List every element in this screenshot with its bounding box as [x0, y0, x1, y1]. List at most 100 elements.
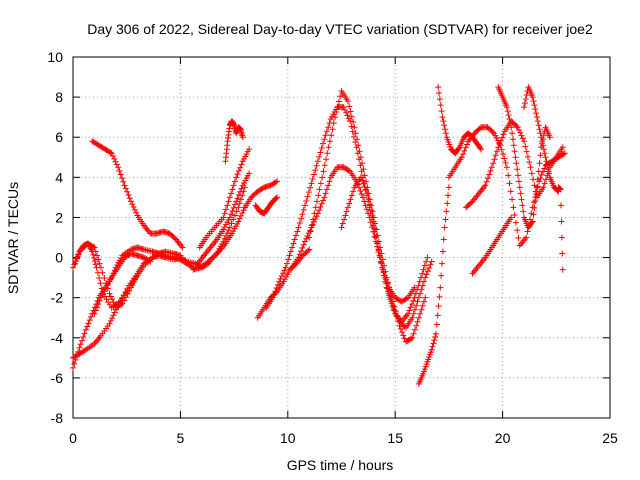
- data-point: [362, 187, 369, 194]
- data-point: [538, 134, 545, 141]
- data-point: [81, 347, 88, 354]
- data-point: [272, 179, 279, 186]
- data-point: [313, 213, 320, 220]
- data-point: [240, 207, 247, 214]
- data-point: [94, 269, 101, 276]
- data-point: [308, 224, 315, 231]
- data-point: [312, 216, 319, 223]
- data-point: [527, 164, 534, 171]
- data-point: [116, 167, 123, 174]
- data-point: [361, 183, 368, 190]
- data-point: [487, 167, 494, 174]
- data-point: [359, 194, 366, 201]
- data-point: [315, 192, 322, 199]
- data-point: [541, 165, 548, 172]
- y-tick-label: 6: [55, 129, 63, 145]
- data-point: [460, 151, 467, 158]
- series-track-5: [89, 138, 186, 251]
- data-point: [539, 138, 546, 145]
- data-point: [536, 160, 543, 167]
- data-point: [131, 206, 138, 213]
- data-point: [560, 151, 567, 158]
- data-point: [515, 127, 522, 134]
- data-point: [368, 207, 375, 214]
- data-point: [147, 258, 154, 265]
- data-point: [419, 302, 426, 309]
- data-point: [375, 247, 382, 254]
- y-tick-label: -8: [51, 410, 64, 426]
- data-point: [403, 295, 410, 302]
- data-point: [72, 356, 79, 363]
- data-point: [522, 96, 529, 103]
- data-point: [360, 180, 367, 187]
- data-point: [109, 315, 116, 322]
- data-point: [435, 84, 442, 91]
- data-point: [411, 306, 418, 313]
- data-point: [325, 124, 332, 131]
- data-point: [298, 215, 305, 222]
- data-point: [478, 146, 485, 153]
- data-point: [287, 248, 294, 255]
- data-point: [120, 292, 127, 299]
- data-point: [343, 109, 350, 116]
- data-point: [113, 161, 120, 168]
- data-point: [225, 227, 232, 234]
- data-point: [511, 212, 518, 219]
- data-point: [514, 166, 521, 173]
- y-tick-label: 8: [55, 89, 63, 105]
- series-track-9: [196, 146, 253, 251]
- data-point: [370, 228, 377, 235]
- y-tick-label: 0: [55, 250, 63, 266]
- data-point: [325, 144, 332, 151]
- data-point: [558, 218, 565, 225]
- data-point: [127, 198, 134, 205]
- data-point: [361, 198, 368, 205]
- data-point: [411, 284, 418, 291]
- data-point: [537, 130, 544, 137]
- data-point: [311, 171, 318, 178]
- data-point: [432, 333, 439, 340]
- data-point: [231, 178, 238, 185]
- data-point: [517, 129, 524, 136]
- data-point: [519, 202, 526, 209]
- data-point: [246, 146, 253, 153]
- data-point: [236, 215, 243, 222]
- data-point: [348, 113, 355, 120]
- data-point: [351, 124, 358, 131]
- data-point: [426, 264, 433, 271]
- data-point: [358, 191, 365, 198]
- data-point: [101, 275, 108, 282]
- data-point: [423, 258, 430, 265]
- data-point: [521, 100, 528, 107]
- data-point: [512, 219, 519, 226]
- data-point: [511, 148, 518, 155]
- data-point: [540, 146, 547, 153]
- data-point: [118, 295, 125, 302]
- data-point: [234, 195, 241, 202]
- data-point: [296, 251, 303, 258]
- data-point: [507, 188, 514, 195]
- data-point: [373, 232, 380, 239]
- data-point: [109, 296, 116, 303]
- data-point: [356, 148, 363, 155]
- data-point: [359, 177, 366, 184]
- data-point: [124, 188, 131, 195]
- data-point: [352, 130, 359, 137]
- data-point: [438, 108, 445, 115]
- data-point: [125, 191, 132, 198]
- chart-title: Day 306 of 2022, Sidereal Day-to-day VTE…: [87, 21, 593, 37]
- data-point: [445, 184, 452, 191]
- data-point: [111, 155, 118, 162]
- data-point: [462, 144, 469, 151]
- data-point: [506, 116, 513, 123]
- data-point: [283, 260, 290, 267]
- data-point: [259, 185, 266, 192]
- data-point: [501, 155, 508, 162]
- data-point: [85, 320, 92, 327]
- data-point: [513, 160, 520, 167]
- data-point: [93, 301, 100, 308]
- data-point: [316, 153, 323, 160]
- data-point: [96, 260, 103, 267]
- data-point: [82, 326, 89, 333]
- data-point: [73, 352, 80, 359]
